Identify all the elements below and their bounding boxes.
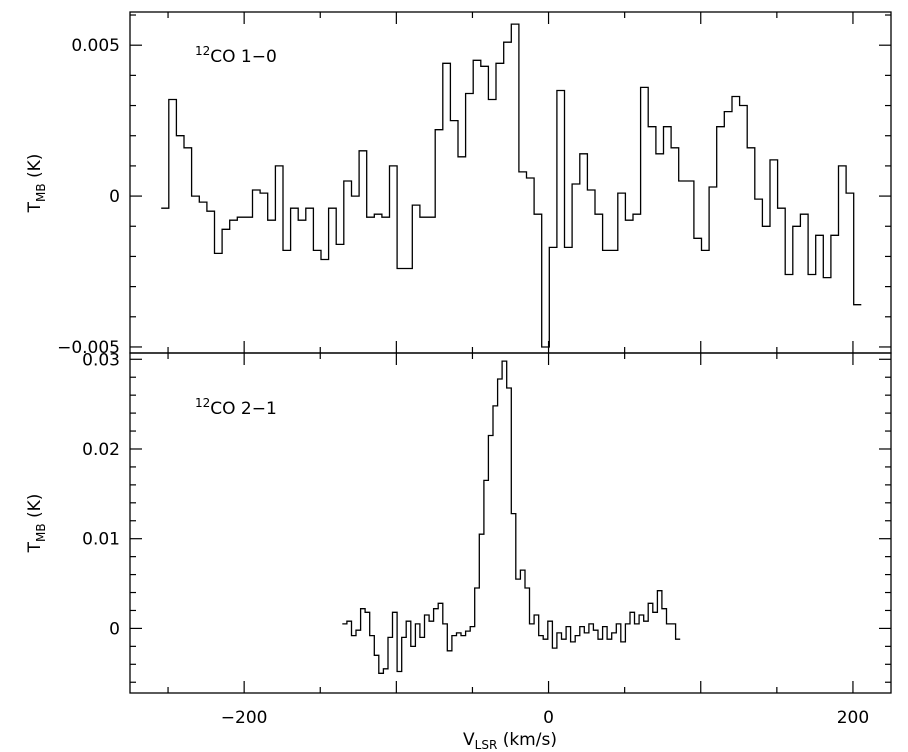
co10-panel: −0.005 0 0.005 12CO 1−0 TMB (K)	[25, 11, 892, 358]
co10-spectrum-line	[161, 23, 862, 348]
co21-y-axis-label-unit: (K)	[25, 494, 45, 524]
co21-annotation-sup: 12	[195, 396, 210, 410]
co10-y-tick-label: −0.005	[57, 338, 120, 358]
co21-annotation-text: CO 2−1	[210, 399, 277, 419]
x-axis-label: VLSR (km/s)	[463, 730, 557, 752]
co10-y-tick-label: 0	[109, 187, 120, 207]
x-tick-label: 200	[837, 708, 869, 728]
co21-y-tick-label: 0.01	[82, 530, 120, 550]
x-tick-label: 0	[543, 708, 554, 728]
co21-y-tick-label: 0	[109, 619, 120, 639]
x-axis-label-sub: LSR	[475, 738, 498, 752]
co10-y-axis-label: TMB (K)	[25, 154, 48, 214]
co10-y-axis-label-unit: (K)	[25, 154, 45, 184]
co10-annotation-text: CO 1−0	[210, 47, 277, 67]
co10-annotation-sup: 12	[195, 44, 210, 58]
co21-y-axis-label: TMB (K)	[25, 494, 48, 554]
co21-spectrum-line	[342, 360, 681, 674]
x-axis-label-unit: (km/s)	[497, 730, 557, 750]
co21-panel: 0 0.01 0.02 0.03 −200 0 200 12CO 2−1 TMB (K) V…	[25, 350, 892, 752]
co21-ticks: 0 0.01 0.02 0.03 −200 0 200	[82, 350, 891, 728]
co10-y-tick-label: 0.005	[71, 36, 120, 56]
x-tick-label: −200	[221, 708, 268, 728]
co21-plot-frame	[129, 352, 892, 694]
co10-y-axis-label-main: T	[25, 201, 45, 213]
co10-annotation: 12CO 1−0	[195, 44, 277, 67]
co21-y-tick-label: 0.03	[82, 350, 120, 370]
co21-y-axis-label-main: T	[25, 541, 45, 553]
co21-annotation: 12CO 2−1	[195, 396, 277, 419]
co10-y-axis-label-sub: MB	[34, 183, 48, 202]
co10-ticks: −0.005 0 0.005	[57, 12, 891, 358]
co21-y-tick-label: 0.02	[82, 440, 120, 460]
co21-y-axis-label-sub: MB	[34, 523, 48, 542]
x-axis-label-main: V	[463, 730, 475, 750]
